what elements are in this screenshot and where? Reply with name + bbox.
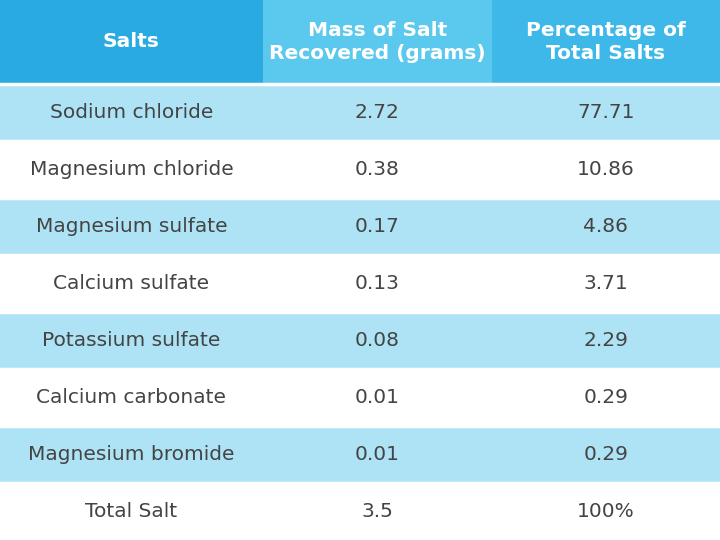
Bar bbox=[0, 0, 263, 84]
Text: 0.13: 0.13 bbox=[355, 274, 400, 293]
Text: 0.01: 0.01 bbox=[355, 445, 400, 464]
Text: 100%: 100% bbox=[577, 502, 635, 521]
Bar bbox=[0, 141, 720, 198]
Text: 0.08: 0.08 bbox=[355, 331, 400, 350]
Text: Mass of Salt
Recovered (grams): Mass of Salt Recovered (grams) bbox=[269, 21, 485, 63]
Text: Calcium carbonate: Calcium carbonate bbox=[37, 388, 226, 407]
Text: 0.38: 0.38 bbox=[355, 160, 400, 179]
Text: Salts: Salts bbox=[103, 32, 160, 51]
Bar bbox=[263, 0, 492, 84]
Bar bbox=[0, 426, 720, 483]
Text: 4.86: 4.86 bbox=[583, 217, 629, 236]
Bar bbox=[0, 84, 720, 141]
Text: Calcium sulfate: Calcium sulfate bbox=[53, 274, 210, 293]
Text: 10.86: 10.86 bbox=[577, 160, 635, 179]
Bar bbox=[0, 369, 720, 426]
Text: Percentage of
Total Salts: Percentage of Total Salts bbox=[526, 21, 685, 63]
Bar bbox=[0, 483, 720, 540]
Text: 77.71: 77.71 bbox=[577, 103, 634, 122]
Text: 0.29: 0.29 bbox=[583, 388, 629, 407]
Bar bbox=[0, 312, 720, 369]
Text: Magnesium bromide: Magnesium bromide bbox=[28, 445, 235, 464]
Text: 2.29: 2.29 bbox=[583, 331, 629, 350]
Text: 3.71: 3.71 bbox=[583, 274, 629, 293]
Text: Magnesium chloride: Magnesium chloride bbox=[30, 160, 233, 179]
Text: 0.29: 0.29 bbox=[583, 445, 629, 464]
Bar bbox=[0, 255, 720, 312]
Text: 2.72: 2.72 bbox=[355, 103, 400, 122]
Text: 0.01: 0.01 bbox=[355, 388, 400, 407]
Text: Sodium chloride: Sodium chloride bbox=[50, 103, 213, 122]
Text: Total Salt: Total Salt bbox=[86, 502, 177, 521]
Bar bbox=[492, 0, 720, 84]
Text: 0.17: 0.17 bbox=[355, 217, 400, 236]
Text: Potassium sulfate: Potassium sulfate bbox=[42, 331, 220, 350]
Text: Magnesium sulfate: Magnesium sulfate bbox=[35, 217, 228, 236]
Bar bbox=[0, 198, 720, 255]
Text: 3.5: 3.5 bbox=[361, 502, 393, 521]
